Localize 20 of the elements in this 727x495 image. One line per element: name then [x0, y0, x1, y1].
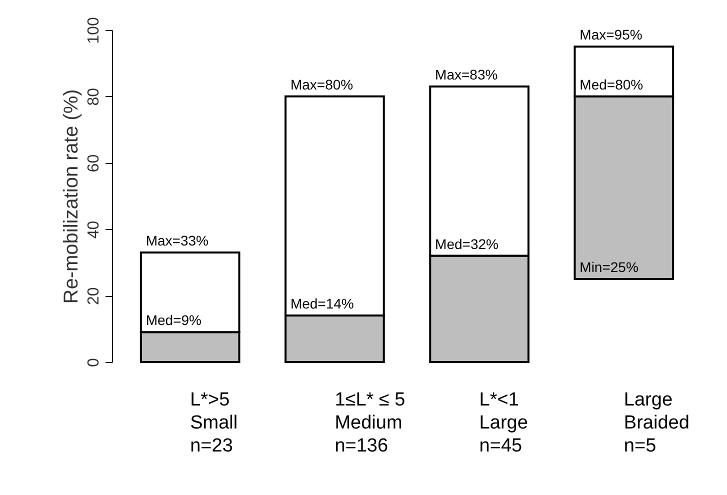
y-axis-title: Re-mobilization rate (%): [60, 89, 82, 304]
x-tick-label: L*<1 Large n=45: [479, 390, 528, 456]
y-tick-label: 20: [86, 287, 102, 305]
annotation: Max=83%: [435, 66, 498, 82]
y-tick-label: 60: [86, 154, 102, 172]
annotation: Max=95%: [580, 26, 642, 43]
annotation: Med=80%: [580, 76, 644, 92]
x-tick-label: 1≤L* ≤ 5 Medium n=136: [334, 390, 406, 456]
annotation: Med=14%: [290, 296, 354, 312]
annotation: Med=9%: [146, 312, 202, 328]
annotation: Max=80%: [290, 76, 354, 92]
annotation: Med=32%: [435, 236, 498, 252]
y-tick-label: 0: [86, 358, 102, 367]
y-tick-label: 80: [86, 88, 102, 106]
x-tick-label: L*>5 Small n=23: [190, 390, 238, 456]
y-tick-label: 40: [86, 220, 102, 239]
annotation: Min=25%: [580, 259, 638, 275]
y-tick-label: 100: [86, 17, 102, 44]
x-tick-label: Large Braided n=5: [624, 390, 690, 456]
annotation: Max=33%: [146, 232, 208, 248]
